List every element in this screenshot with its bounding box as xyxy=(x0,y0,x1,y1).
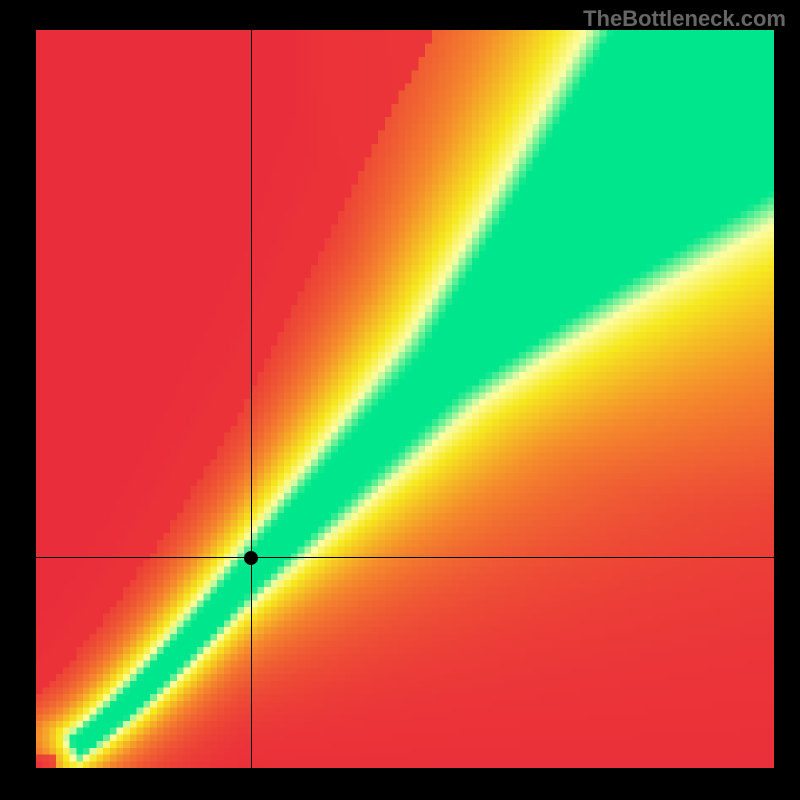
crosshair-horizontal xyxy=(36,557,774,558)
bottleneck-heatmap xyxy=(36,30,774,768)
watermark-text: TheBottleneck.com xyxy=(583,6,786,32)
crosshair-vertical xyxy=(251,30,252,768)
crosshair-marker xyxy=(243,550,259,566)
chart-container: TheBottleneck.com xyxy=(0,0,800,800)
